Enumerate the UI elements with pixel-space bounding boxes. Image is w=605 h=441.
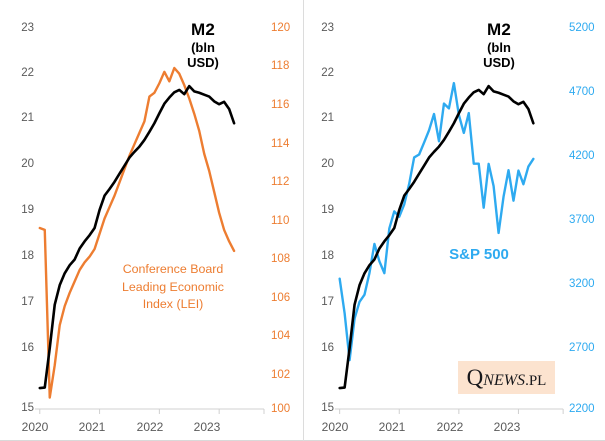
right-panel-ytick-17: 17 bbox=[321, 296, 334, 308]
right-panel-ytick-19: 19 bbox=[321, 204, 334, 216]
right-xtick-2021: 2021 bbox=[378, 420, 406, 434]
sp500-ytick-2200: 2200 bbox=[569, 403, 595, 415]
series-line-m2-bln-usd bbox=[38, 84, 236, 390]
left-ytick-22: 22 bbox=[21, 67, 34, 79]
left-panel-ytick2-112: 112 bbox=[271, 176, 290, 188]
sp500-ytick-4200: 4200 bbox=[569, 150, 595, 162]
watermark-qnews: QNEWS.PL bbox=[458, 361, 555, 394]
right-panel-ytick-15: 15 bbox=[321, 402, 334, 414]
plot-area-right bbox=[334, 81, 564, 414]
chart-panel-m2-lei: 23 22 21 20 19 18 17 16 15 120 118 116 1… bbox=[21, 20, 291, 434]
watermark-news: NEWS bbox=[483, 372, 526, 389]
right-xtick-2023: 2023 bbox=[493, 420, 521, 434]
m2-label-line2: (bln bbox=[191, 40, 215, 56]
lei-label-line1: Conference Board bbox=[122, 262, 224, 276]
left-panel-ytick2-114: 114 bbox=[271, 138, 290, 150]
left-xtick-2022: 2022 bbox=[136, 420, 164, 434]
sp500-ytick-5200: 5200 bbox=[569, 22, 595, 34]
m2-label-line2-right: (bln bbox=[487, 40, 511, 56]
plot-area-left bbox=[35, 66, 265, 414]
lei-label-line2: Leading Economic bbox=[122, 279, 224, 294]
left-xtick-2021: 2021 bbox=[78, 420, 106, 434]
left-panel-ytick2-118: 118 bbox=[271, 60, 290, 72]
left-panel-ytick2-104: 104 bbox=[271, 330, 291, 342]
right-panel-ytick-21: 21 bbox=[321, 112, 334, 124]
sp500-ytick-3700: 3700 bbox=[569, 214, 595, 226]
left-xtick-2023: 2023 bbox=[193, 420, 221, 434]
series-label-lei: Conference Board Leading Economic Index … bbox=[108, 261, 238, 314]
series-line-m2-bln-usd bbox=[338, 84, 535, 390]
left-ytick-15: 15 bbox=[21, 402, 34, 414]
m2-label-line3-right: USD) bbox=[483, 55, 515, 71]
left-xtick-2020: 2020 bbox=[21, 420, 49, 434]
right-panel-ytick-16: 16 bbox=[321, 342, 334, 354]
watermark-pl: .PL bbox=[525, 373, 547, 389]
series-label-sp500: S&P 500 bbox=[449, 246, 509, 263]
left-ytick-21: 21 bbox=[21, 112, 34, 124]
series-line-s-p-500 bbox=[338, 81, 535, 362]
left-panel-ytick2-116: 116 bbox=[271, 99, 290, 111]
left-panel-ytick2-110: 110 bbox=[271, 215, 290, 227]
left-ytick-18: 18 bbox=[21, 250, 34, 262]
left-panel-ytick2-108: 108 bbox=[271, 253, 291, 265]
right-panel-ytick-22: 22 bbox=[321, 67, 334, 79]
series-label-m2-left: M2 (bln USD) bbox=[168, 20, 238, 71]
watermark-text: QNEWS.PL bbox=[467, 366, 547, 389]
sp500-ytick-2700: 2700 bbox=[569, 342, 595, 354]
left-ytick-16: 16 bbox=[21, 342, 34, 354]
chart-panel-m2-sp500: 23 22 21 20 19 18 17 16 15 5200 4700 420… bbox=[303, 0, 605, 441]
left-panel-ytick2-120: 120 bbox=[271, 22, 291, 34]
left-ytick-19: 19 bbox=[21, 204, 34, 216]
left-panel-ytick2-106: 106 bbox=[271, 292, 291, 304]
lei-label-line3: Index (LEI) bbox=[142, 297, 204, 312]
left-panel-ytick2-102: 102 bbox=[271, 369, 291, 381]
m2-label-line1-right: M2 bbox=[486, 20, 512, 39]
sp500-ytick-4700: 4700 bbox=[569, 86, 595, 98]
left-ytick-17: 17 bbox=[21, 296, 34, 308]
right-xtick-2022: 2022 bbox=[436, 420, 464, 434]
watermark-q: Q bbox=[466, 365, 484, 390]
right-panel-ytick-23: 23 bbox=[321, 22, 334, 34]
right-panel-ytick-20: 20 bbox=[321, 158, 334, 170]
series-label-m2-right: M2 (bln USD) bbox=[464, 20, 534, 71]
left-ytick-23: 23 bbox=[21, 22, 34, 34]
right-xtick-2020: 2020 bbox=[321, 420, 349, 434]
series-line-conference-board-leading-economic-index-lei bbox=[38, 66, 236, 399]
m2-label-line1: M2 bbox=[190, 20, 216, 39]
right-panel-ytick-18: 18 bbox=[321, 250, 334, 262]
m2-label-line3: USD) bbox=[187, 55, 219, 71]
sp500-ytick-3200: 3200 bbox=[569, 278, 595, 290]
left-panel-ytick2-100: 100 bbox=[271, 403, 291, 415]
left-ytick-20: 20 bbox=[21, 158, 34, 170]
